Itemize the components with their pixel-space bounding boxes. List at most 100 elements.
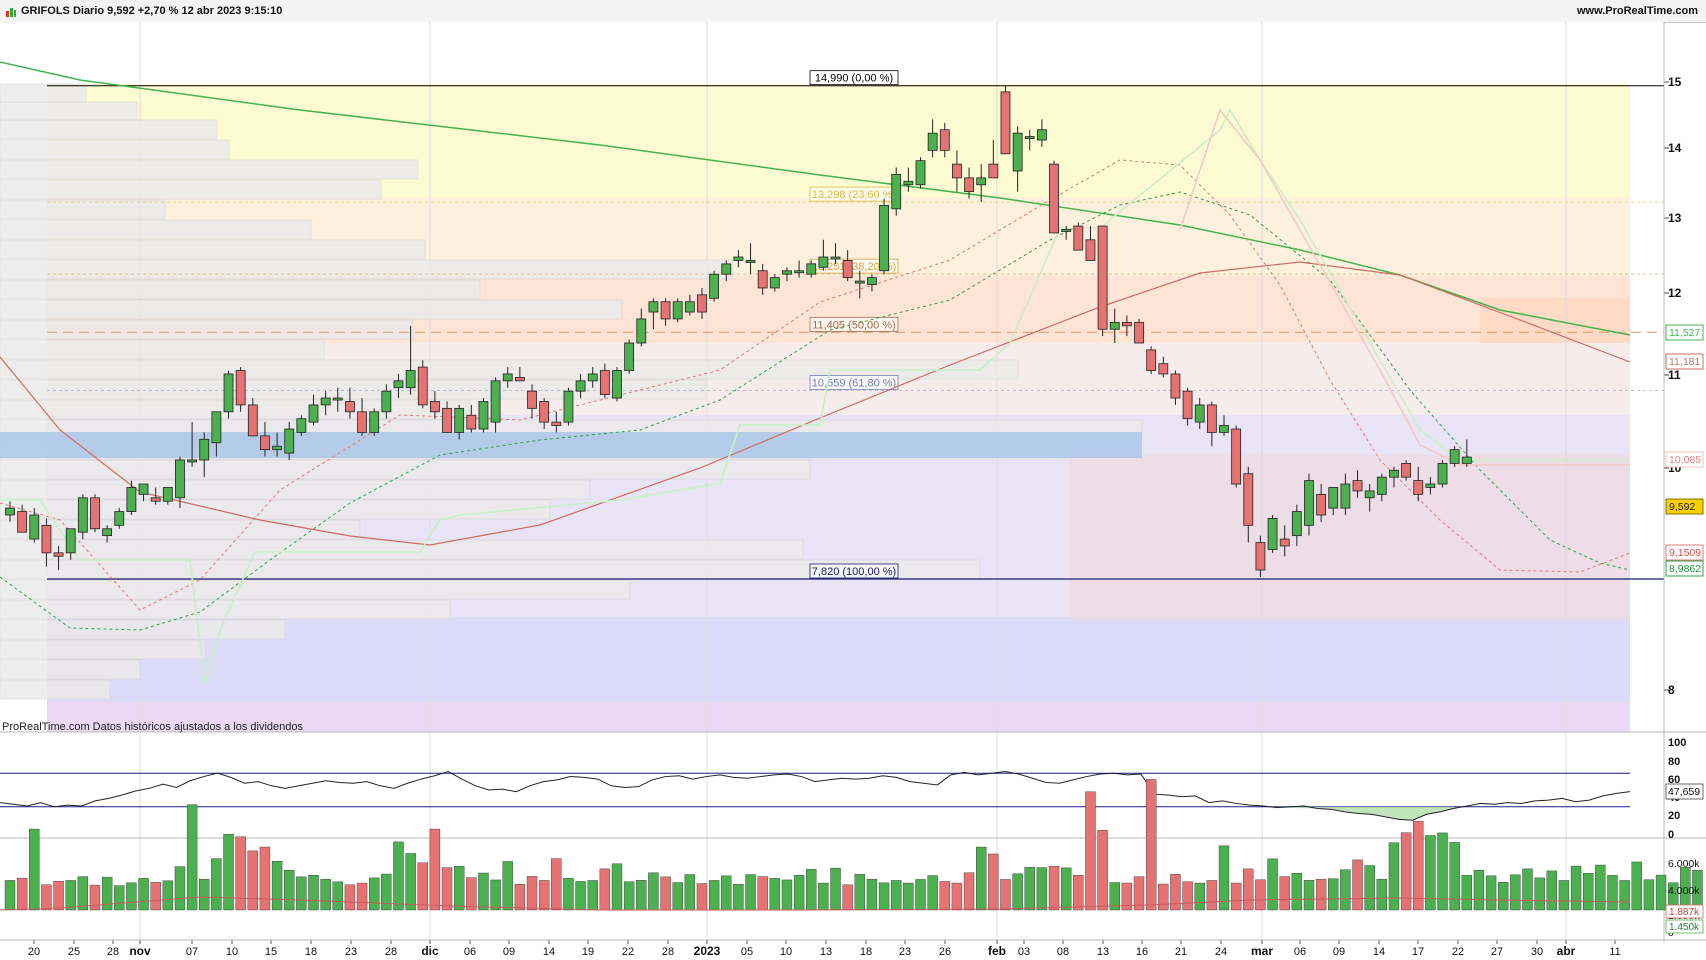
candle-body [345,401,355,413]
chart-canvas[interactable]: 14,990 (0,00 %) 13,298 (23,60 %) 12,251 (3… [0,22,1706,960]
date-tick-label: 16 [1136,946,1148,958]
candle [211,411,222,457]
volume-profile-bar [0,101,138,122]
volume-bar [89,884,101,911]
date-tick-label: 10 [780,946,792,958]
volume-bar [672,882,683,911]
volume-profile-bar [0,539,804,560]
candle-body [1194,404,1205,423]
date-tick-label: nov [129,944,151,958]
candle [1134,318,1144,344]
date-axis: 20 25 28 nov 07 10 15 18 23 28 dic 06 09 14 19 22 28 2023… [0,939,1706,958]
candle [345,387,355,419]
date-tick-label: 09 [503,946,515,958]
volume-bar [733,884,744,911]
volume-bar [271,860,283,911]
volume-bar [587,880,598,911]
candle-body [320,397,331,406]
candle-body [211,411,222,444]
candle [332,387,343,412]
candle [357,398,367,436]
candle [854,270,865,299]
candle-body [1061,229,1072,232]
volume-bar [174,866,186,911]
volume-bar [284,869,295,911]
volume-bar [1109,882,1120,911]
fib-zone-lower [47,617,1630,702]
candle-body [879,204,889,272]
volume-bar [138,878,149,911]
candle [721,260,732,282]
volume-bar [1328,878,1339,911]
price-tick-label: 14 [1668,141,1682,155]
candle-body [1012,132,1023,172]
candle [1000,85,1011,155]
volume-bar [1206,880,1218,911]
volume-bar [1510,874,1521,911]
volume-bar [344,884,356,911]
candle-body [599,370,610,395]
rsi-badge-value: 47,659 [1668,786,1700,798]
volume-bar [356,882,368,911]
date-tick-label: mar [1251,944,1273,958]
volume-bar [551,858,562,911]
volume-bar [854,874,865,911]
candle [964,167,974,199]
volume-bar [769,878,781,911]
volume-bar [77,876,89,911]
candle-body [1085,239,1096,261]
date-tick-label: 11 [1609,946,1620,958]
rsi-line [0,770,1631,821]
volume-profile-bar [0,239,426,260]
ma-long-line [0,61,1631,336]
candle [745,243,756,275]
volume-bar [259,846,271,911]
volume-bar [381,873,392,911]
candle-body [272,445,282,451]
candle [1376,473,1387,502]
candle [867,274,877,292]
candle [599,363,610,399]
volume-bar [903,882,914,911]
candle [757,263,768,295]
price-badge: 10,085 [1665,451,1704,468]
price-tick-label: 12 [1668,286,1682,300]
volume-bar [1655,874,1667,911]
price-badge: 9,1509 [1665,544,1704,561]
date-tick-label: 28 [662,946,674,958]
candle [539,398,550,429]
candle [5,501,15,522]
volume-bar [575,881,586,911]
candle [1364,484,1375,512]
volume-bar [866,878,878,911]
volume-profile-bar [0,259,734,280]
candle-body [1073,225,1084,251]
fib-label-text: 14,990 (0,00 %) [815,73,893,85]
candle-body [308,404,319,423]
candle [648,298,659,330]
fib-level-label: 7,820 (100,00 %) [809,563,899,579]
site-name[interactable]: www.ProRealTime.com [1576,5,1698,17]
candle-body [381,390,392,413]
candle [891,167,902,216]
volume-bar [1073,875,1084,911]
date-tick-label: 17 [1412,946,1424,958]
candle-body [1243,473,1254,526]
date-tick-label: 28 [385,946,397,958]
volume-bar [927,875,938,911]
volume-bar [1400,832,1412,911]
candle [260,422,270,457]
volume-bar [1364,865,1375,911]
candle-body [842,260,853,279]
volume-profile-bar [0,579,631,600]
volume-profile-bar [0,659,141,680]
price-badge-box [1665,560,1704,577]
candle-body [903,180,914,186]
candle-body [1328,487,1339,509]
candle-body [1364,490,1375,499]
candle [466,404,477,433]
volume-bar [1194,882,1205,911]
volume-profile-bar [0,279,481,300]
candle-body [1121,321,1132,327]
